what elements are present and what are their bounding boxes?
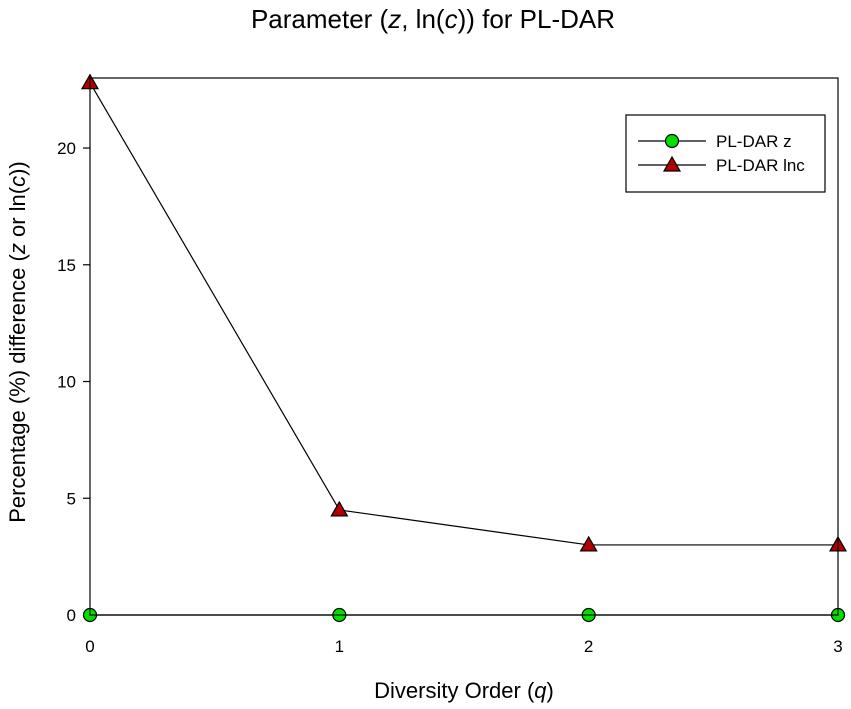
legend-label: PL-DAR z <box>716 132 792 151</box>
y-axis-label-part: or ln( <box>5 186 30 243</box>
y-axis-label-part: z <box>5 243 30 255</box>
chart-title-part: , ln( <box>401 4 445 34</box>
x-axis-label-part: Diversity Order ( <box>374 678 535 703</box>
y-axis-label-part: )) <box>5 161 30 176</box>
x-axis-ticks: 0 1 2 3 <box>85 615 843 656</box>
y-tick-label: 15 <box>57 256 76 275</box>
x-axis-label-part: ) <box>547 678 554 703</box>
y-tick-label: 5 <box>67 489 76 508</box>
y-axis-label-part: c <box>5 176 30 187</box>
x-tick-label: 1 <box>335 637 344 656</box>
legend-label: PL-DAR lnc <box>716 156 805 175</box>
y-axis-label-part: Percentage (%) difference ( <box>5 253 30 522</box>
data-point <box>579 535 598 552</box>
y-tick-label: 20 <box>57 139 76 158</box>
legend-box <box>625 114 826 193</box>
x-tick-label: 3 <box>833 637 842 656</box>
series-line <box>89 82 838 546</box>
data-point <box>330 500 349 517</box>
x-axis-label: Diversity Order (q) <box>374 678 554 703</box>
x-tick-label: 2 <box>584 637 593 656</box>
chart-title: Parameter (z, ln(c)) for PL-DAR <box>251 4 615 34</box>
chart-title-part: Parameter ( <box>251 4 389 34</box>
legend-item: PL-DAR lnc <box>638 155 805 175</box>
legend-marker <box>664 133 680 149</box>
y-axis-label: Percentage (%) difference (z or ln(c)) <box>5 161 30 523</box>
y-axis-ticks: 0 5 10 15 20 <box>57 139 90 625</box>
x-axis-label-part: q <box>534 678 547 703</box>
legend-item: PL-DAR z <box>638 132 792 151</box>
chart-title-part: z <box>387 4 401 34</box>
y-tick-label: 0 <box>67 606 76 625</box>
y-tick-label: 10 <box>57 373 76 392</box>
legend-marker <box>662 155 682 172</box>
chart-title-part: )) for PL-DAR <box>458 4 615 34</box>
plot-frame <box>89 77 839 616</box>
legend: PL-DAR z PL-DAR lnc <box>625 114 826 193</box>
chart-title-part: c <box>445 4 458 34</box>
x-tick-label: 0 <box>85 637 94 656</box>
